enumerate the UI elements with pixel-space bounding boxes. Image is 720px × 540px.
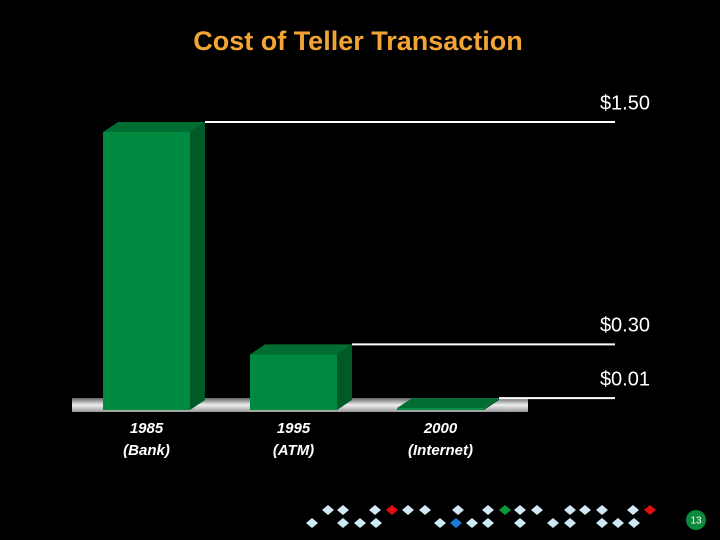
diamond bbox=[369, 505, 381, 515]
diamond bbox=[452, 505, 464, 515]
diamond bbox=[386, 505, 398, 515]
diamond bbox=[450, 518, 462, 528]
bar bbox=[103, 132, 190, 410]
page-number: 13 bbox=[690, 516, 702, 527]
diamond bbox=[612, 518, 624, 528]
diamond bbox=[322, 505, 334, 515]
diamond bbox=[419, 505, 431, 515]
diamond bbox=[482, 505, 494, 515]
diamond bbox=[466, 518, 478, 528]
diamond bbox=[628, 518, 640, 528]
x-tick-label: 1985 bbox=[130, 420, 164, 437]
bar bbox=[397, 408, 484, 410]
bar-side bbox=[337, 344, 352, 410]
bar-top bbox=[250, 344, 352, 355]
diamond bbox=[482, 518, 494, 528]
diamond bbox=[579, 505, 591, 515]
bar-side bbox=[484, 398, 499, 410]
bar-top bbox=[397, 398, 499, 409]
diamond bbox=[514, 518, 526, 528]
diamond bbox=[531, 505, 543, 515]
diamond bbox=[564, 505, 576, 515]
diamond bbox=[644, 505, 656, 515]
diamond bbox=[370, 518, 382, 528]
diamond bbox=[564, 518, 576, 528]
diamond bbox=[596, 518, 608, 528]
x-tick-label: 2000 bbox=[423, 420, 458, 437]
diamond bbox=[499, 505, 511, 515]
diamond bbox=[596, 505, 608, 515]
diamond bbox=[514, 505, 526, 515]
diamond bbox=[354, 518, 366, 528]
x-tick-sublabel: (Bank) bbox=[123, 442, 170, 459]
x-tick-sublabel: (ATM) bbox=[273, 442, 314, 459]
bar-top bbox=[103, 122, 205, 132]
chart-title: Cost of Teller Transaction bbox=[193, 26, 523, 56]
diamond bbox=[627, 505, 639, 515]
page-number-badge bbox=[686, 510, 706, 530]
diamond bbox=[337, 518, 349, 528]
x-tick-label: 1995 bbox=[277, 420, 311, 437]
value-label: $1.50 bbox=[600, 92, 650, 114]
diamond bbox=[434, 518, 446, 528]
bar-side bbox=[190, 122, 205, 410]
diamond bbox=[547, 518, 559, 528]
footer-decoration bbox=[306, 505, 656, 528]
diamond bbox=[306, 518, 318, 528]
x-tick-sublabel: (Internet) bbox=[408, 442, 473, 459]
diamond bbox=[402, 505, 414, 515]
bar bbox=[250, 354, 337, 410]
diamond bbox=[337, 505, 349, 515]
value-label: $0.01 bbox=[600, 368, 650, 390]
value-label: $0.30 bbox=[600, 315, 650, 337]
